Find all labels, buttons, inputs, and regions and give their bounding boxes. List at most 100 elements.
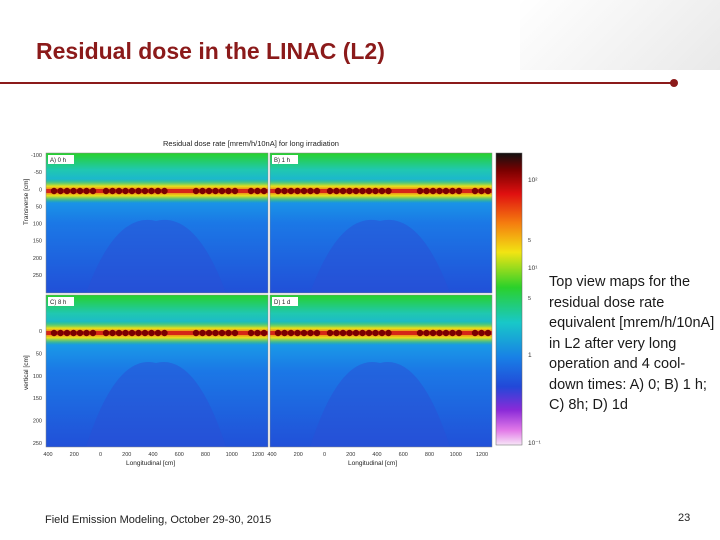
cavity-hotspot <box>365 329 373 337</box>
cavity-hotspot <box>455 187 463 195</box>
x-tick-label: 400 <box>267 452 276 458</box>
cavity-hotspot <box>385 187 392 195</box>
dose-map-panel: D) 1 d <box>269 294 493 448</box>
cavity-hotspot <box>254 187 261 195</box>
y-tick-label: 50 <box>36 351 42 357</box>
low-dose-lobe <box>310 219 450 293</box>
cavity-hotspot <box>260 187 268 195</box>
cavity-hotspot <box>429 329 437 337</box>
cavity-hotspot <box>128 329 136 337</box>
cavity-hotspot <box>154 329 162 337</box>
cavity-hotspot <box>442 329 450 337</box>
low-dose-lobe <box>310 362 450 447</box>
title-divider <box>0 82 676 84</box>
cavity-hotspot <box>339 187 347 195</box>
cavity-hotspot <box>436 187 443 195</box>
cavity-hotspot <box>63 187 71 195</box>
cavity-hotspot <box>281 187 288 195</box>
cavity-hotspot <box>128 187 136 195</box>
slide-title: Residual dose in the LINAC (L2) <box>36 38 385 64</box>
y-tick-label: 100 <box>33 222 42 228</box>
cavity-hotspot <box>192 329 200 337</box>
colorbar-minor-label: 5 <box>528 296 531 302</box>
cavity-hotspot <box>254 329 261 337</box>
cavity-hotspot <box>313 329 321 337</box>
cavity-hotspot <box>76 329 84 337</box>
cavity-hotspot <box>281 329 288 337</box>
cavity-hotspot <box>416 329 424 337</box>
cavity-hotspot <box>135 187 142 195</box>
cavity-hotspot <box>307 187 314 195</box>
x-tick-label: 400 <box>43 452 52 458</box>
cavity-hotspot <box>300 329 308 337</box>
cavity-hotspot <box>247 329 255 337</box>
cavity-hotspot <box>161 329 168 337</box>
figure-description: Top view maps for the residual dose rate… <box>549 274 715 413</box>
cavity-hotspot <box>122 187 129 195</box>
cavity-hotspot <box>141 187 149 195</box>
low-dose-lobe <box>86 219 226 293</box>
x-tick-label: 0 <box>99 452 102 458</box>
cavity-hotspot <box>231 187 239 195</box>
cavity-hotspot <box>102 329 110 337</box>
panel-frame <box>269 152 493 294</box>
cavity-hotspot <box>423 329 430 337</box>
cavity-hotspot <box>102 187 110 195</box>
cavity-hotspot <box>148 187 155 195</box>
cavity-hotspot <box>57 329 64 337</box>
cavity-hotspot <box>326 187 334 195</box>
cavity-hotspot <box>313 187 321 195</box>
x-tick-label: 600 <box>175 452 184 458</box>
y-tick-labels: -100 -50 0 50 100 150 200 250 0 50 100 150 200 250 <box>31 153 42 447</box>
cavity-hotspot <box>287 187 295 195</box>
y-tick-label: 50 <box>36 204 42 210</box>
panel-grid: A) 0 h B) 1 h C) 8 h D) 1 d <box>45 152 493 448</box>
x-tick-label: 400 <box>148 452 157 458</box>
y-tick-label: -100 <box>31 153 42 159</box>
cavity-hotspot <box>484 187 492 195</box>
x-tick-label: 200 <box>122 452 131 458</box>
colorbar-tick-label: 10¹ <box>528 265 538 272</box>
colorbar-labels: 10² 10¹ 1 10⁻¹ 5 5 <box>528 177 542 447</box>
cavity-hotspot <box>274 187 282 195</box>
panel-label: D) 1 d <box>272 297 298 306</box>
y-tick-label: 250 <box>33 273 42 279</box>
y-axis-label-bottom: vertical [cm] <box>23 355 30 390</box>
y-axis-label-top: Transverse [cm] <box>23 178 30 225</box>
cavity-hotspot <box>359 329 366 337</box>
cavity-hotspot <box>294 187 301 195</box>
cavity-hotspot <box>141 329 149 337</box>
x-tick-label: 200 <box>70 452 79 458</box>
x-tick-label: 0 <box>323 452 326 458</box>
x-tick-label: 1200 <box>476 452 488 458</box>
cavity-hotspot <box>307 329 314 337</box>
cavity-hotspot <box>352 187 360 195</box>
colorbar-minor-label: 5 <box>528 238 531 244</box>
cavity-hotspot <box>416 187 424 195</box>
footer-text: Field Emission Modeling, October 29-30, … <box>45 514 272 526</box>
y-tick-label: 100 <box>33 374 42 380</box>
page-number: 23 <box>678 512 691 524</box>
cavity-hotspot <box>378 187 386 195</box>
cavity-hotspot <box>471 329 479 337</box>
y-tick-label: 200 <box>33 256 42 262</box>
cavity-hotspot <box>135 329 142 337</box>
cavity-hotspot <box>89 187 97 195</box>
panel-label-box <box>272 297 298 306</box>
cavity-hotspot <box>484 329 492 337</box>
figure-title: Residual dose rate [mrem/h/10nA] for lon… <box>163 139 339 148</box>
panel-label: B) 1 h <box>272 155 298 164</box>
cavity-hotspot <box>260 329 268 337</box>
panel-label: A) 0 h <box>48 155 74 164</box>
cavity-hotspot <box>63 329 71 337</box>
cavity-hotspot <box>274 329 282 337</box>
panel-label: C) 8 h <box>48 297 74 306</box>
panel-label-text: C) 8 h <box>50 300 66 306</box>
cavity-hotspot <box>372 187 379 195</box>
cavity-hotspot <box>423 187 430 195</box>
panel-frame <box>45 152 269 294</box>
colorbar <box>495 152 523 446</box>
x-tick-label: 800 <box>201 452 210 458</box>
panel-frame <box>269 294 493 448</box>
cavity-hotspot <box>478 187 485 195</box>
